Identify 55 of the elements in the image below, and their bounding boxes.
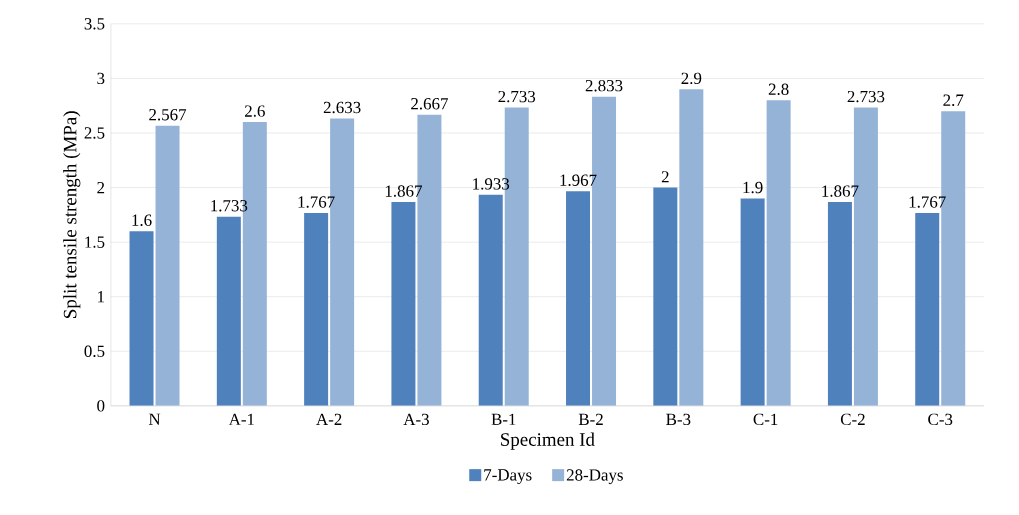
data-label: 2.8 [768,83,789,96]
x-tick-label: N [148,413,161,425]
x-tick-label: C-2 [840,413,865,426]
bar [304,212,329,406]
bar [679,89,704,406]
x-tick-label: B-2 [578,413,603,425]
bar [391,202,416,406]
legend-label: 7-Days [484,469,532,485]
data-label: 2.833 [585,79,623,92]
y-tick-label: 2 [97,181,105,194]
data-label: 1.767 [298,196,335,208]
bar [653,187,678,406]
data-label: 2.9 [681,72,702,85]
data-label: 2.733 [847,90,885,103]
bar [766,100,791,406]
x-axis-title: Specimen Id [501,432,595,450]
y-axis-title: Split tensile strength (MPa) [63,111,81,318]
data-label: 2.7 [943,94,964,106]
bar [155,125,180,406]
data-label: 2.667 [411,98,448,110]
x-tick-label: A-2 [316,413,342,425]
y-tick-label: 3 [97,72,105,85]
data-label: 1.6 [132,214,152,227]
y-tick-label: 1 [98,291,105,303]
data-label: 1.967 [560,174,597,186]
data-label: 1.733 [211,200,248,212]
bar [740,198,765,406]
data-label: 1.867 [385,185,422,197]
bar [216,216,241,406]
data-label: 2.6 [244,105,265,117]
data-label: 1.767 [909,196,946,208]
data-label: 2.733 [498,90,536,103]
data-label: 2.567 [149,109,187,121]
y-tick-label: 3.5 [84,18,105,30]
x-tick-label: B-3 [666,413,691,426]
legend-label: 28-Days [566,469,623,485]
data-label: 2 [661,171,669,183]
bar [827,202,852,406]
data-label: 1.9 [743,181,763,194]
bar [915,212,940,406]
data-label: 1.933 [473,178,510,190]
bar [129,231,154,406]
y-tick-label: 2.5 [84,127,105,139]
x-tick-label: B-1 [491,413,516,425]
x-tick-label: A-1 [228,413,254,425]
bar [566,191,591,406]
x-tick-label: C-1 [753,413,778,426]
y-tick-label: 0 [97,400,105,412]
y-tick-label: 1.5 [85,236,105,248]
bar [478,194,503,406]
x-tick-label: C-3 [928,413,953,426]
x-tick-label: A-3 [403,413,429,426]
data-label: 1.867 [822,185,859,197]
data-label: 2.633 [323,101,361,114]
y-tick-label: 0.5 [84,345,105,358]
